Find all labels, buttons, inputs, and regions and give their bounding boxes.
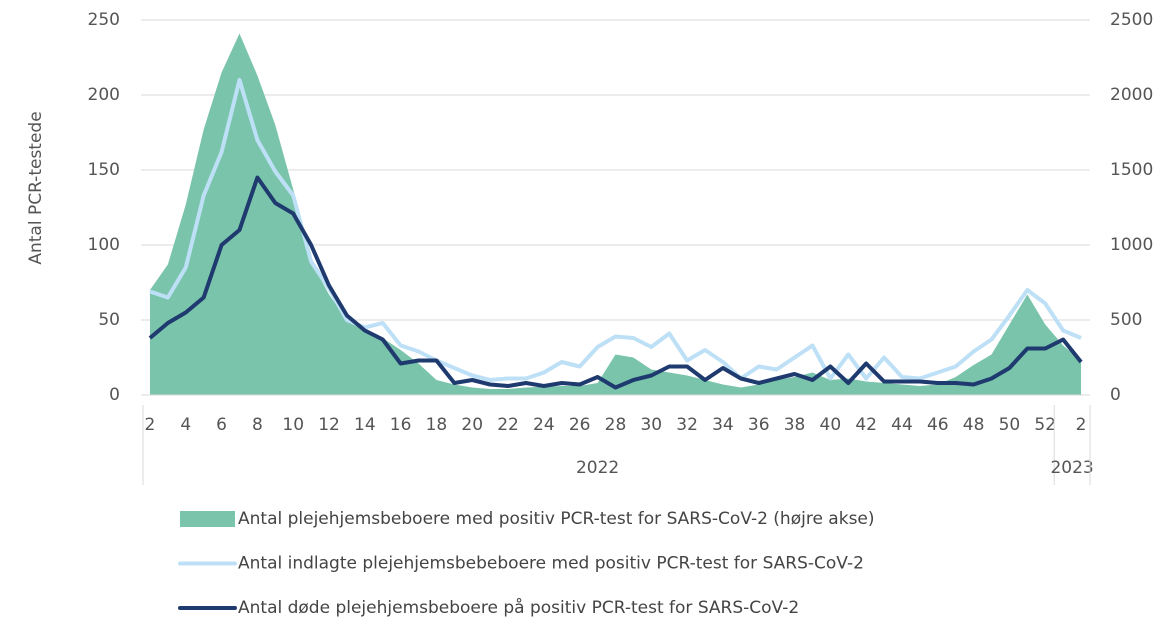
x-tick-label: 48 [963, 415, 985, 435]
x-tick-label: 20 [461, 415, 483, 435]
x-tick-label: 38 [784, 415, 806, 435]
x-tick-label: 22 [497, 415, 519, 435]
x-tick-label: 14 [354, 415, 376, 435]
y2-tick-label: 500 [1110, 310, 1142, 330]
y2-tick-label: 1500 [1110, 160, 1153, 180]
y2-tick-label: 1000 [1110, 235, 1153, 255]
x-tick-label: 32 [676, 415, 698, 435]
x-tick-label: 36 [748, 415, 770, 435]
area [149, 33, 1082, 395]
y-tick-label: 150 [88, 160, 120, 180]
x-tick-label: 8 [252, 415, 263, 435]
legend-label: Antal indlagte plejehjemsbebeboere med p… [238, 554, 864, 574]
y-tick-label: 50 [98, 310, 120, 330]
x-tick-label: 2 [1076, 415, 1087, 435]
x-tick-label: 16 [390, 415, 412, 435]
y-tick-label: 100 [88, 235, 120, 255]
x-tick-label: 26 [569, 415, 591, 435]
x-tick-label: 2 [145, 415, 156, 435]
y2-tick-label: 0 [1110, 385, 1121, 405]
x-tick-label: 44 [891, 415, 913, 435]
y2-tick-label: 2000 [1110, 85, 1153, 105]
legend-swatch [180, 511, 235, 527]
x-tick-label: 4 [180, 415, 191, 435]
y-tick-label: 0 [109, 385, 120, 405]
x-tick-label: 52 [1034, 415, 1056, 435]
x-tick-label: 12 [318, 415, 340, 435]
line [149, 78, 1082, 382]
x-tick-label: 18 [426, 415, 448, 435]
x-tick-label: 34 [712, 415, 734, 435]
x-tick-label: 10 [282, 415, 304, 435]
x-tick-label: 28 [605, 415, 627, 435]
x-group-label: 2022 [576, 458, 619, 478]
y-tick-label: 250 [88, 10, 120, 30]
legend-label: Antal døde plejehjemsbeboere på positiv … [238, 597, 799, 618]
x-tick-label: 6 [216, 415, 227, 435]
legend-label: Antal plejehjemsbeboere med positiv PCR-… [238, 509, 875, 529]
line [148, 175, 1083, 390]
x-tick-label: 30 [640, 415, 662, 435]
x-tick-label: 50 [999, 415, 1021, 435]
y-tick-label: 200 [88, 85, 120, 105]
x-group-label: 2023 [1050, 458, 1093, 478]
y2-tick-label: 2500 [1110, 10, 1153, 30]
x-tick-label: 46 [927, 415, 949, 435]
x-tick-label: 42 [855, 415, 877, 435]
x-tick-label: 40 [820, 415, 842, 435]
y-axis-label: Antal PCR-testede [26, 111, 46, 264]
x-tick-label: 24 [533, 415, 555, 435]
